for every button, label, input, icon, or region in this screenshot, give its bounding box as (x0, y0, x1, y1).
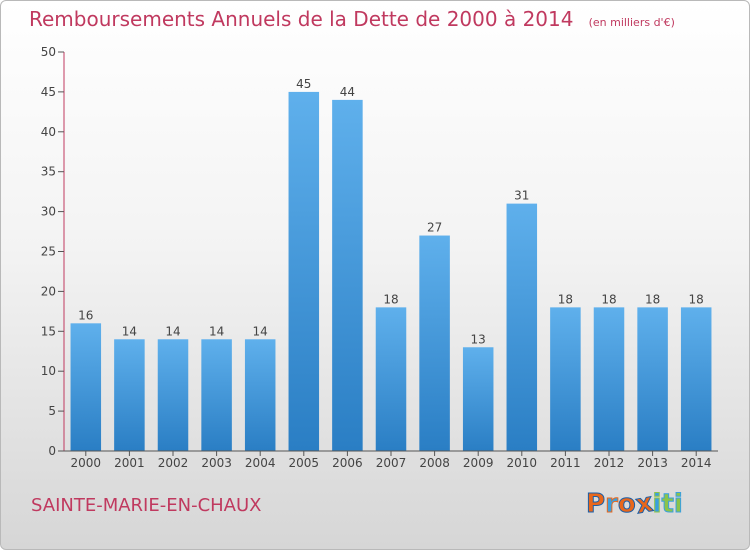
y-tick-label: 15 (41, 324, 56, 338)
data-label: 16 (78, 308, 93, 322)
x-tick-label: 2005 (289, 456, 320, 470)
data-label: 31 (514, 189, 529, 203)
bar-2005 (288, 91, 320, 452)
x-tick-label: 2013 (637, 456, 668, 470)
y-tick-label: 40 (41, 125, 56, 139)
bar-2001 (114, 339, 145, 451)
data-label: 14 (165, 324, 180, 338)
y-tick-label: 20 (41, 284, 56, 298)
logo-letter: i (673, 489, 683, 520)
x-tick-label: 2011 (550, 456, 581, 470)
chart-title: Remboursements Annuels de la Dette de 20… (29, 7, 574, 31)
y-tick-label: 30 (41, 205, 56, 219)
y-tick-label: 5 (48, 404, 56, 418)
x-tick-label: 2012 (594, 456, 625, 470)
y-tick-label: 45 (41, 85, 56, 99)
logo-letter: t (661, 489, 674, 520)
y-tick-label: 25 (41, 245, 56, 259)
bar-2007 (375, 307, 407, 451)
bar-2011 (550, 307, 581, 451)
data-label: 18 (689, 292, 704, 306)
x-tick-label: 2000 (71, 456, 102, 470)
data-label: 27 (427, 221, 442, 235)
data-label: 13 (471, 332, 486, 346)
x-tick-label: 2003 (201, 456, 232, 470)
bar-2010 (506, 203, 538, 451)
logo-letter: P (585, 489, 606, 520)
bars: 16 14 14 14 14 45 44 18 27 13 31 18 18 18 18 (70, 77, 712, 452)
bar-2013 (637, 307, 668, 451)
title-row: Remboursements Annuels de la Dette de 20… (29, 7, 675, 31)
y-tick-label: 0 (48, 444, 56, 458)
x-tick-label: 2008 (419, 456, 450, 470)
proxiti-logo: Proxiti (585, 487, 683, 520)
data-label: 14 (209, 324, 224, 338)
logo-letter: o (617, 489, 636, 520)
x-tick-label: 2009 (463, 456, 494, 470)
bar-2000 (70, 323, 102, 451)
x-tick-label: 2001 (114, 456, 145, 470)
y-axis: 0 5 10 15 20 25 30 35 40 45 50 (41, 45, 65, 458)
logo-letter: r (605, 489, 619, 520)
x-tick-label: 2004 (245, 456, 276, 470)
data-label: 18 (601, 292, 616, 306)
bar-2012 (593, 307, 625, 451)
logo-letter: i (652, 489, 662, 520)
data-label: 18 (645, 292, 660, 306)
bar-2009 (462, 347, 494, 451)
bar-2006 (332, 99, 363, 451)
data-label: 18 (383, 292, 398, 306)
bar-2008 (419, 235, 450, 451)
data-label: 44 (340, 85, 355, 99)
bar-2004 (244, 339, 276, 451)
x-tick-label: 2002 (158, 456, 189, 470)
bar-2014 (680, 307, 712, 451)
bar-2002 (157, 339, 189, 451)
x-tick-label: 2010 (507, 456, 538, 470)
bar-2003 (201, 339, 232, 451)
chart-subtitle: (en milliers d'€) (588, 16, 675, 29)
y-tick-label: 35 (41, 165, 56, 179)
data-label: 14 (253, 324, 268, 338)
y-tick-label: 50 (41, 45, 56, 59)
x-axis: 2000 2001 2002 2003 2004 2005 2006 2007 2008 2009… (64, 450, 718, 470)
data-label: 14 (122, 324, 137, 338)
commune-name: SAINTE-MARIE-EN-CHAUX (31, 495, 262, 516)
x-tick-label: 2014 (681, 456, 712, 470)
data-label: 45 (296, 77, 311, 91)
x-tick-label: 2006 (332, 456, 363, 470)
x-tick-label: 2007 (376, 456, 407, 470)
y-tick-label: 10 (41, 364, 56, 378)
data-label: 18 (558, 292, 573, 306)
